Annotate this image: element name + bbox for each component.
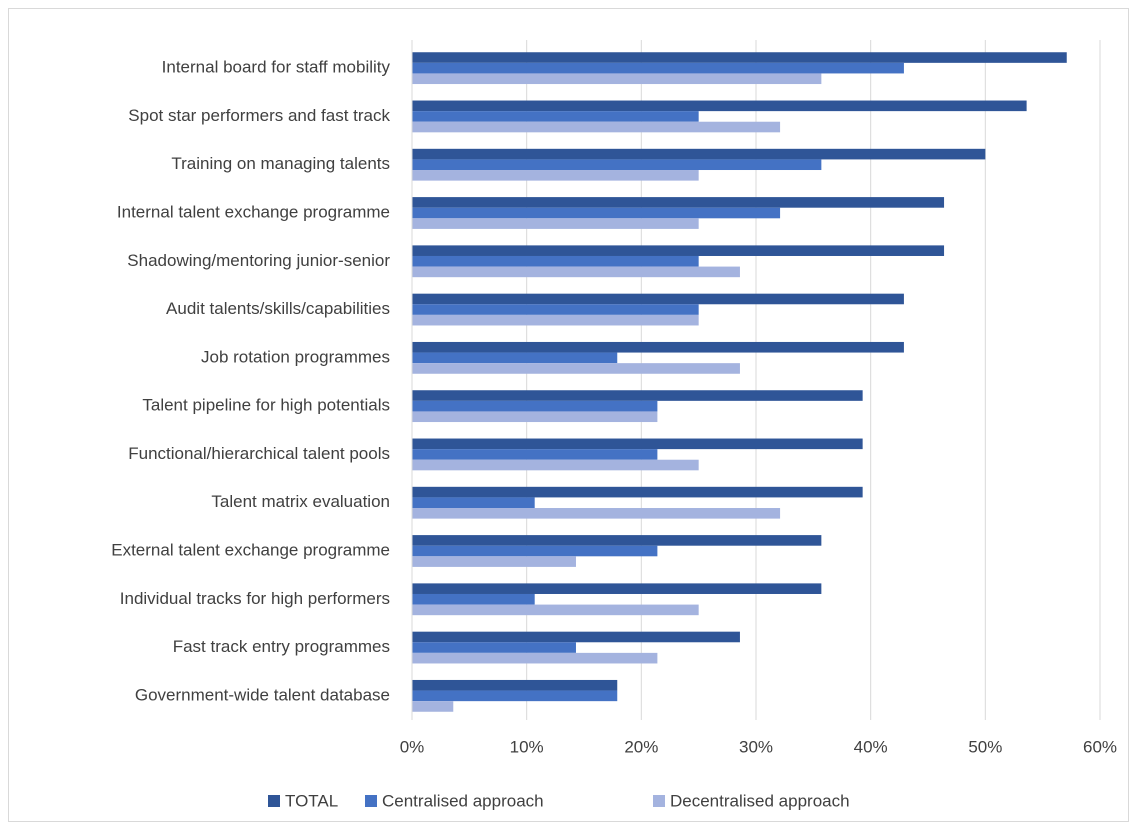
y-tick-label: Fast track entry programmes — [173, 637, 390, 656]
bar — [412, 266, 740, 278]
bar — [412, 121, 781, 133]
bar — [412, 352, 618, 364]
bar — [412, 207, 781, 219]
y-tick-label: Spot star performers and fast track — [128, 106, 390, 125]
bar — [412, 411, 658, 423]
bar — [412, 255, 699, 267]
bar — [412, 100, 1027, 112]
x-tick-label: 60% — [1083, 737, 1117, 756]
bar — [412, 62, 904, 74]
bar — [412, 314, 699, 326]
y-tick-label: Government-wide talent database — [135, 685, 390, 704]
bar — [412, 148, 986, 160]
bar — [412, 245, 945, 256]
bar — [412, 111, 699, 122]
bar — [412, 170, 699, 181]
y-tick-label: Functional/hierarchical talent pools — [128, 444, 390, 463]
bar — [412, 508, 781, 519]
bar — [412, 159, 822, 171]
legend-swatch — [268, 795, 280, 807]
bar — [412, 73, 822, 85]
x-tick-label: 30% — [739, 737, 773, 756]
y-tick-label: Shadowing/mentoring junior-senior — [127, 251, 390, 270]
y-tick-label: Talent matrix evaluation — [211, 492, 390, 511]
bar — [412, 52, 1067, 63]
bar — [412, 679, 618, 691]
bar — [412, 304, 699, 315]
legend-swatch — [365, 795, 377, 807]
bar — [412, 593, 535, 605]
x-tick-label: 50% — [968, 737, 1002, 756]
bar — [412, 583, 822, 594]
legend-label: Decentralised approach — [670, 791, 850, 810]
bar — [412, 363, 740, 374]
x-tick-label: 40% — [854, 737, 888, 756]
bar — [412, 459, 699, 471]
legend-label: TOTAL — [285, 791, 338, 810]
bar — [412, 642, 576, 653]
bar — [412, 701, 454, 712]
x-tick-label: 0% — [400, 737, 425, 756]
bar — [412, 604, 699, 616]
y-tick-label: Internal board for staff mobility — [162, 58, 391, 77]
bar — [412, 497, 535, 509]
bar — [412, 486, 863, 498]
bar — [412, 438, 863, 450]
y-tick-label: Job rotation programmes — [201, 347, 390, 366]
y-tick-label: Audit talents/skills/capabilities — [166, 299, 390, 318]
bar — [412, 218, 699, 229]
legend-label: Centralised approach — [382, 791, 544, 810]
bar — [412, 390, 863, 401]
y-tick-label: External talent exchange programme — [111, 540, 390, 559]
bar — [412, 197, 945, 208]
bar — [412, 631, 740, 643]
legend-swatch — [653, 795, 665, 807]
bar — [412, 535, 822, 546]
bar — [412, 341, 904, 353]
bar — [412, 652, 658, 664]
bar — [412, 293, 904, 305]
bar — [412, 556, 576, 567]
bar — [412, 690, 618, 702]
y-tick-label: Individual tracks for high performers — [120, 589, 390, 608]
y-tick-label: Talent pipeline for high potentials — [142, 396, 390, 415]
y-tick-label: Training on managing talents — [171, 154, 390, 173]
y-tick-label: Internal talent exchange programme — [117, 202, 390, 221]
x-tick-label: 10% — [510, 737, 544, 756]
x-tick-label: 20% — [624, 737, 658, 756]
bar — [412, 545, 658, 557]
bar — [412, 400, 658, 412]
bar — [412, 449, 658, 460]
